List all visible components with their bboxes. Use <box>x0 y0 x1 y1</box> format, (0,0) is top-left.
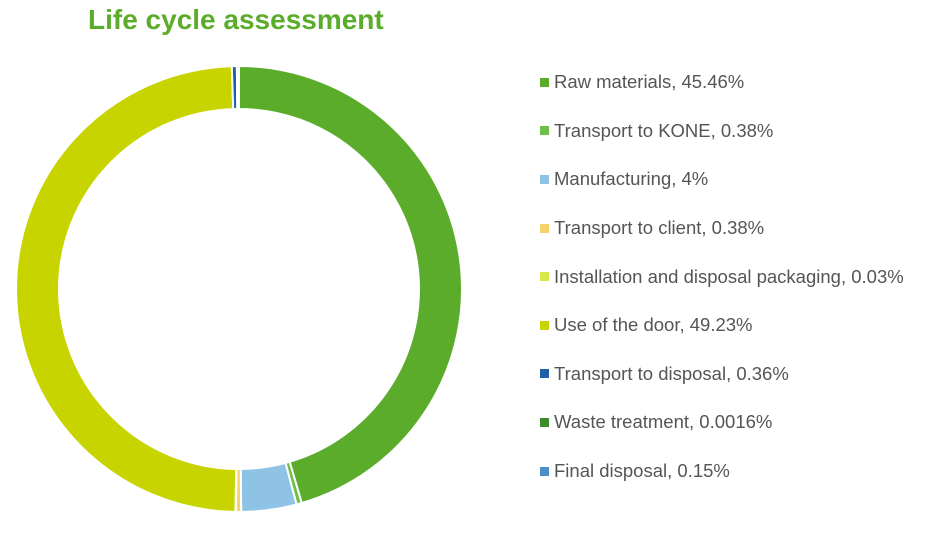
legend-swatch <box>540 466 549 476</box>
legend-swatch <box>540 126 549 136</box>
legend-item: Raw materials, 45.46% <box>540 58 904 107</box>
legend-label: Waste treatment, 0.0016% <box>554 411 773 433</box>
legend-swatch <box>540 174 549 184</box>
legend-item: Use of the door, 49.23% <box>540 301 904 350</box>
legend-item: Transport to KONE, 0.38% <box>540 107 904 156</box>
legend-swatch <box>540 320 549 330</box>
donut-slice-use-of-the-door <box>14 65 238 513</box>
legend-swatch <box>540 369 549 379</box>
legend-item: Transport to disposal, 0.36% <box>540 350 904 399</box>
donut-chart <box>14 64 463 513</box>
legend-item: Transport to client, 0.38% <box>540 204 904 253</box>
donut-slice-raw-materials <box>238 64 463 505</box>
legend-swatch <box>540 223 549 233</box>
donut-slice-final-disposal <box>235 64 240 111</box>
legend-label: Manufacturing, 4% <box>554 168 709 190</box>
legend-item: Waste treatment, 0.0016% <box>540 398 904 447</box>
legend-label: Raw materials, 45.46% <box>554 71 745 93</box>
legend-label: Transport to disposal, 0.36% <box>554 362 789 384</box>
legend-item: Installation and disposal packaging, 0.0… <box>540 252 904 301</box>
legend-item: Final disposal, 0.15% <box>540 447 904 496</box>
chart-legend: Raw materials, 45.46% Transport to KONE, … <box>540 58 904 495</box>
legend-item: Manufacturing, 4% <box>540 155 904 204</box>
legend-label: Use of the door, 49.23% <box>554 314 753 336</box>
donut-slice-manufacturing <box>239 461 298 513</box>
legend-swatch <box>540 272 549 282</box>
chart-title: Life cycle assessment <box>88 4 384 35</box>
legend-label: Transport to KONE, 0.38% <box>554 119 774 141</box>
legend-swatch <box>540 77 549 87</box>
legend-label: Transport to client, 0.38% <box>554 217 765 239</box>
legend-label: Final disposal, 0.15% <box>554 460 730 482</box>
legend-label: Installation and disposal packaging, 0.0… <box>554 265 904 287</box>
legend-swatch <box>540 417 549 427</box>
